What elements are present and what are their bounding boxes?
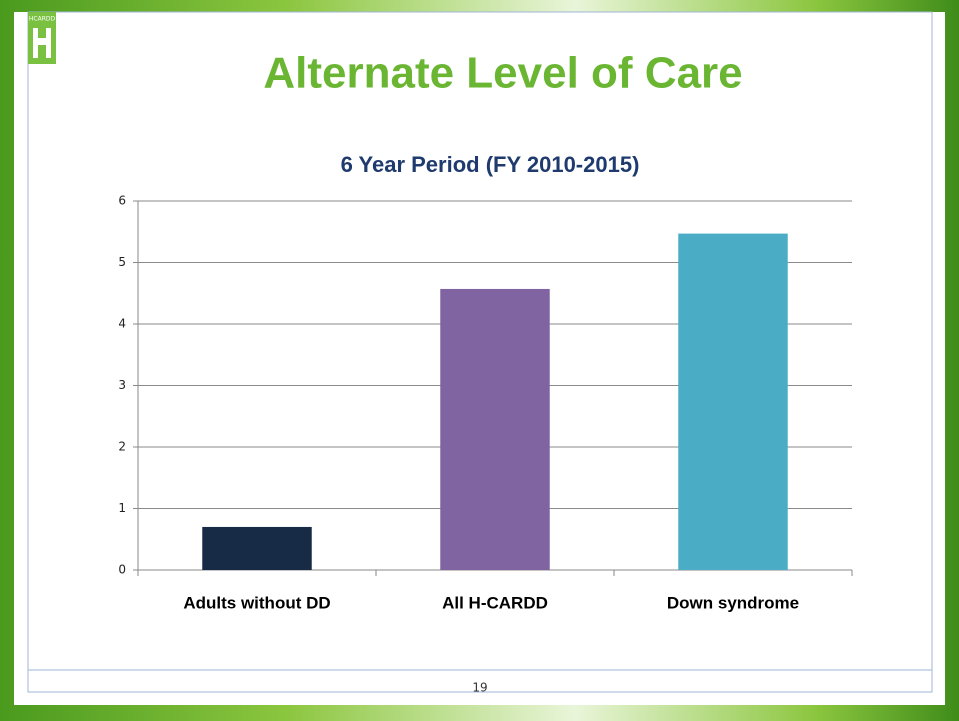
logo-text: HCARDD (29, 16, 56, 23)
y-tick-label: 0 (118, 563, 126, 577)
y-tick-label: 5 (118, 255, 126, 269)
page-number: 19 (472, 681, 487, 695)
y-tick-label: 1 (118, 501, 126, 515)
x-tick-label: Down syndrome (667, 593, 799, 612)
logo-icon (33, 28, 51, 58)
bar (202, 526, 312, 570)
y-tick-label: 6 (118, 194, 126, 208)
y-tick-label: 2 (118, 440, 126, 454)
x-tick-label: Adults without DD (183, 593, 330, 612)
content-box (27, 11, 933, 693)
x-tick-label: All H-CARDD (442, 593, 548, 612)
slide-title: Alternate Level of Care (263, 49, 742, 98)
bar (678, 233, 788, 570)
bar (440, 288, 550, 570)
chart-title: 6 Year Period (FY 2010-2015) (341, 152, 640, 177)
y-tick-label: 3 (118, 378, 126, 392)
y-tick-label: 4 (118, 317, 126, 331)
